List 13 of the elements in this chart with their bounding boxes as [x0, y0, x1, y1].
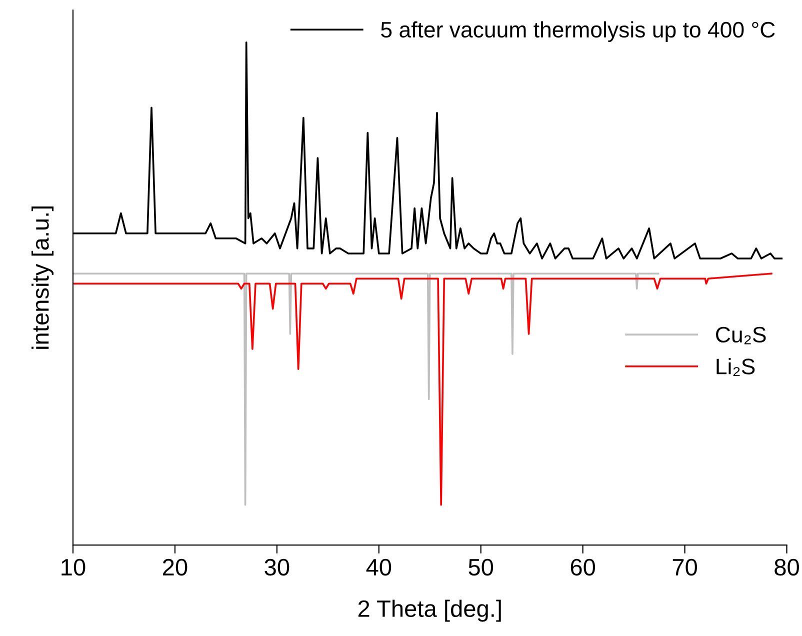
x-tick-label: 60 — [570, 558, 596, 576]
x-tick-label: 40 — [366, 558, 392, 576]
x-axis-title: 2 Theta [deg.] — [358, 600, 501, 622]
legend-label: Li₂S — [716, 358, 755, 376]
y-axis-title: intensity [a.u.] — [32, 206, 54, 349]
legend-label: 5 after vacuum thermolysis up to 400 °C — [381, 21, 775, 42]
legend-label: Cu₂S — [716, 326, 766, 344]
x-tick-label: 30 — [264, 558, 290, 576]
x-tick-label: 80 — [774, 558, 799, 576]
x-tick-label: 70 — [672, 558, 698, 576]
x-tick-label: 10 — [62, 558, 86, 576]
x-tick-label: 20 — [163, 558, 188, 576]
x-tick-label: 50 — [468, 558, 494, 576]
